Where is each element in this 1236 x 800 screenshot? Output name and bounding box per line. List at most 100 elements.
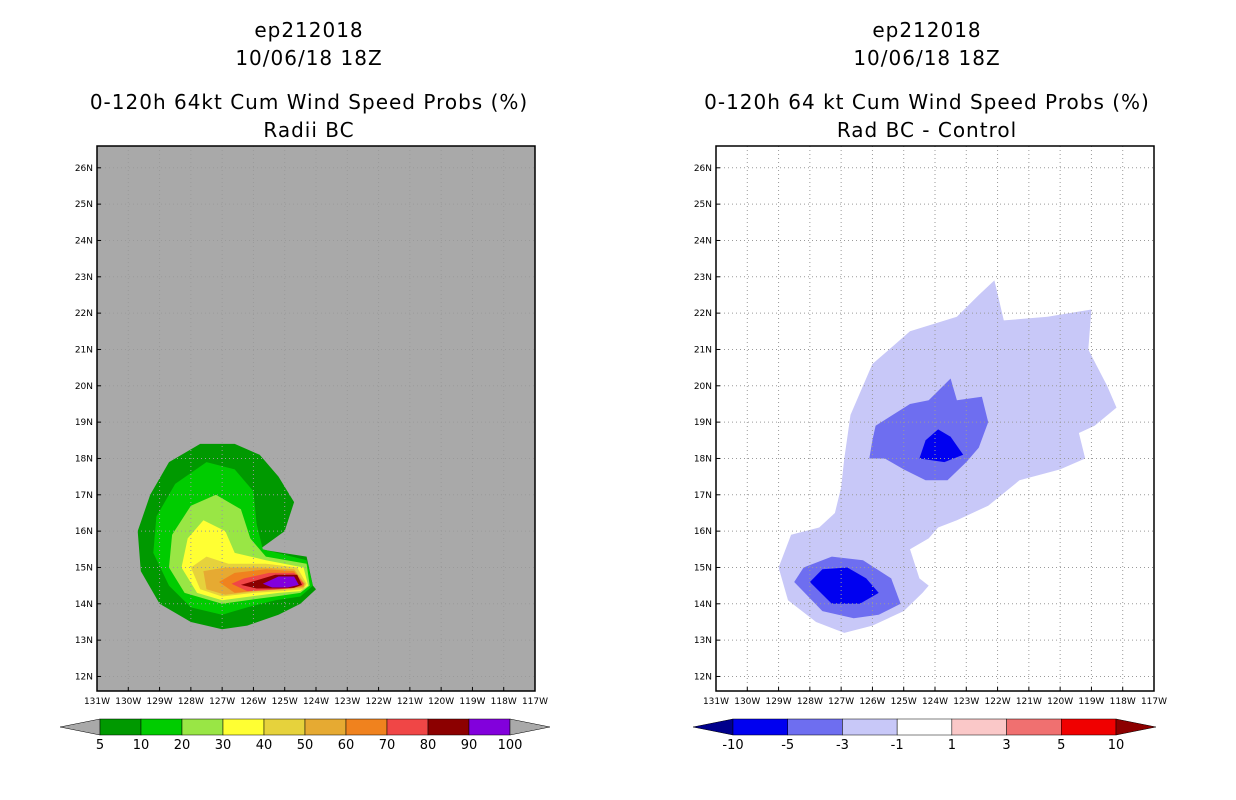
colorbar-tick-label: -5 xyxy=(781,738,794,753)
colorbar-tick-label: 10 xyxy=(133,738,150,753)
chart-subtitle: Rad BC - Control xyxy=(836,118,1018,142)
colorbar-swatch xyxy=(951,718,1007,736)
y-tick-label: 18N xyxy=(75,454,93,464)
x-tick-label: 118W xyxy=(1110,697,1136,707)
left-chart-panel: ep212018 10/06/18 18Z 0-120h 64kt Cum Wi… xyxy=(59,18,551,753)
x-tick-label: 126W xyxy=(859,697,885,707)
colorbar-swatch xyxy=(222,718,265,736)
y-tick-label: 19N xyxy=(694,418,712,428)
x-tick-label: 122W xyxy=(985,697,1011,707)
y-tick-label: 26N xyxy=(694,164,712,174)
y-tick-label: 22N xyxy=(75,309,93,319)
colorbar-tick-label: 1 xyxy=(948,738,956,753)
colorbar-swatch xyxy=(896,718,953,736)
colorbar-swatch xyxy=(386,718,429,736)
x-tick-label: 131W xyxy=(84,697,110,707)
x-tick-label: 128W xyxy=(797,697,823,707)
x-tick-label: 122W xyxy=(366,697,392,707)
contour-level-neg5 xyxy=(919,429,964,463)
y-tick-label: 17N xyxy=(694,491,712,501)
x-tick-label: 128W xyxy=(178,697,204,707)
y-tick-label: 21N xyxy=(694,345,712,355)
colorbar-tick-label: 60 xyxy=(338,738,355,753)
colorbar-over-arrow xyxy=(509,718,551,736)
colorbar-swatch xyxy=(1061,718,1117,736)
x-tick-label: 123W xyxy=(334,697,360,707)
chart-title: 0-120h 64kt Cum Wind Speed Probs (%) xyxy=(89,90,529,114)
x-tick-label: 119W xyxy=(1078,697,1104,707)
x-tick-label: 120W xyxy=(1047,697,1073,707)
y-tick-label: 23N xyxy=(694,273,712,283)
colorbar-tick-label: -1 xyxy=(891,738,904,753)
x-tick-label: 117W xyxy=(522,697,548,707)
x-tick-label: 126W xyxy=(240,697,266,707)
colorbar-over-arrow xyxy=(1115,718,1157,736)
colorbar-tick-label: 10 xyxy=(1108,738,1125,753)
colorbar-swatch xyxy=(1006,718,1062,736)
y-tick-label: 19N xyxy=(75,418,93,428)
colorbar-tick-label: 40 xyxy=(256,738,273,753)
colorbar-swatch xyxy=(787,718,843,736)
x-tick-label: 118W xyxy=(491,697,517,707)
colorbar-tick-label: 90 xyxy=(461,738,478,753)
colorbar-under-arrow xyxy=(59,718,101,736)
right-map-svg: 131W 130W 129W 128W 127W 126W 125W 124W 123W 122W… xyxy=(692,145,1167,753)
y-tick-label: 12N xyxy=(75,672,93,682)
y-tick-label: 18N xyxy=(694,454,712,464)
y-tick-label: 25N xyxy=(75,200,93,210)
x-tick-label: 130W xyxy=(115,697,141,707)
y-tick-label: 20N xyxy=(694,382,712,392)
y-tick-label: 26N xyxy=(75,164,93,174)
y-tick-label: 21N xyxy=(75,345,93,355)
x-tick-label: 129W xyxy=(147,697,173,707)
colorbar-tick-label: -10 xyxy=(722,738,743,753)
contour-level-neg5 xyxy=(809,567,879,604)
chart-subtitle: Radii BC xyxy=(263,118,355,142)
x-tick-label: 120W xyxy=(428,697,454,707)
colorbar-swatch xyxy=(842,718,898,736)
chart-title: 0-120h 64 kt Cum Wind Speed Probs (%) xyxy=(704,90,1150,114)
colorbar-tick-label: 50 xyxy=(297,738,314,753)
colorbar-tick-label: 30 xyxy=(215,738,232,753)
colorbar-swatch xyxy=(304,718,347,736)
datetime-title: 10/06/18 18Z xyxy=(235,46,383,70)
colorbar-swatch xyxy=(468,718,511,736)
y-tick-label: 16N xyxy=(75,527,93,537)
y-tick-label: 24N xyxy=(694,236,712,246)
colorbar-swatch xyxy=(181,718,224,736)
y-tick-label: 20N xyxy=(75,382,93,392)
x-tick-label: 124W xyxy=(303,697,329,707)
y-tick-label: 16N xyxy=(694,527,712,537)
colorbar-tick-label: -3 xyxy=(836,738,849,753)
left-map-svg: 131W 130W 129W 128W 127W 126W 125W 124W 123W 122W… xyxy=(59,145,551,753)
x-tick-label: 117W xyxy=(1141,697,1167,707)
y-tick-label: 24N xyxy=(75,236,93,246)
x-tick-label: 127W xyxy=(828,697,854,707)
colorbar-swatch xyxy=(140,718,183,736)
y-tick-label: 12N xyxy=(694,672,712,682)
contour-level-90 xyxy=(262,576,299,588)
y-tick-label: 25N xyxy=(694,200,712,210)
colorbar-under-arrow xyxy=(692,718,734,736)
x-tick-label: 123W xyxy=(953,697,979,707)
x-tick-label: 129W xyxy=(766,697,792,707)
x-tick-label: 125W xyxy=(891,697,917,707)
y-tick-label: 13N xyxy=(75,636,93,646)
y-tick-label: 23N xyxy=(75,273,93,283)
y-tick-label: 13N xyxy=(694,636,712,646)
y-tick-label: 22N xyxy=(694,309,712,319)
colorbar-tick-label: 70 xyxy=(379,738,396,753)
colorbar-swatch xyxy=(427,718,470,736)
colorbar-swatch xyxy=(732,718,788,736)
y-tick-label: 17N xyxy=(75,491,93,501)
right-chart-panel: ep212018 10/06/18 18Z 0-120h 64 kt Cum W… xyxy=(618,0,1236,800)
colorbar-tick-label: 3 xyxy=(1002,738,1010,753)
x-tick-label: 127W xyxy=(209,697,235,707)
colorbar-tick-label: 100 xyxy=(498,738,523,753)
datetime-title: 10/06/18 18Z xyxy=(853,46,1001,70)
x-tick-label: 121W xyxy=(1016,697,1042,707)
storm-id-title: ep212018 xyxy=(254,18,364,42)
colorbar-tick-label: 5 xyxy=(1057,738,1065,753)
colorbar-swatch xyxy=(263,718,306,736)
x-tick-label: 131W xyxy=(703,697,729,707)
